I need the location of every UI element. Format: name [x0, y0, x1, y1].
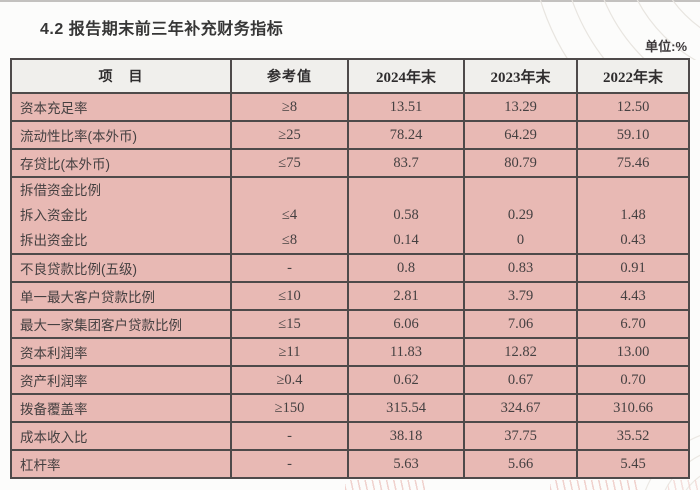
value-cell: ≤15 — [231, 310, 348, 338]
value-cell: 0.67 — [464, 366, 577, 394]
value-cell: 0.91 — [577, 254, 689, 282]
item-cell: 最大一家集团客户贷款比例 — [11, 310, 231, 338]
value-cell: 310.66 — [577, 394, 689, 422]
table-row: 不良贷款比例(五级) -0.8 0.83 0.91 — [11, 254, 689, 282]
value-cell: 80.79 — [464, 149, 577, 177]
col-header-reference: 参考值 — [231, 59, 348, 93]
value-cell: ≤75 — [231, 149, 348, 177]
table-row: 拨备覆盖率 ≥150 315.54 324.67 310.66 — [11, 394, 689, 422]
decorative-hatch-lines — [550, 480, 638, 490]
decorative-hatch-lines — [668, 480, 698, 490]
value-cell: 5.66 — [464, 450, 577, 478]
financial-indicators-table: 项 目 参考值 2024年末 2023年末 2022年末 资本充足率 ≥8 13.5… — [10, 58, 690, 479]
table-row: 流动性比率(本外币) ≥25 78.24 64.29 59.10 — [11, 121, 689, 149]
item-cell: 拆借资金比例 拆入资金比 拆出资金比 — [11, 177, 231, 254]
value-cell: 6.06 — [348, 310, 464, 338]
value-cell: ≤10 — [231, 282, 348, 310]
value-cell: 1.48 0.43 — [577, 177, 689, 254]
value-cell: ≤4 ≤8 — [231, 177, 348, 254]
table-row: 成本收入比 -38.18 37.75 35.52 — [11, 422, 689, 450]
value-cell: ≥25 — [231, 121, 348, 149]
value-cell: ≥150 — [231, 394, 348, 422]
item-cell: 资产利润率 — [11, 366, 231, 394]
value-cell: 13.51 — [348, 93, 464, 121]
item-cell: 资本充足率 — [11, 93, 231, 121]
top-divider — [0, 0, 700, 2]
table-header-row: 项 目 参考值 2024年末 2023年末 2022年末 — [11, 59, 689, 93]
value-cell: 59.10 — [577, 121, 689, 149]
value-cell: 12.50 — [577, 93, 689, 121]
value-cell: 0.29 0 — [464, 177, 577, 254]
value-cell: 324.67 — [464, 394, 577, 422]
item-cell: 不良贷款比例(五级) — [11, 254, 231, 282]
item-cell: 流动性比率(本外币) — [11, 121, 231, 149]
value-cell: 5.63 — [348, 450, 464, 478]
value-cell: 7.06 — [464, 310, 577, 338]
table-row: 资本利润率 ≥11 11.83 12.82 13.00 — [11, 338, 689, 366]
value-cell: 4.43 — [577, 282, 689, 310]
item-cell: 成本收入比 — [11, 422, 231, 450]
value-cell: - — [231, 450, 348, 478]
value-cell: 5.45 — [577, 450, 689, 478]
value-cell: 13.29 — [464, 93, 577, 121]
unit-label: 单位:% — [645, 39, 687, 54]
value-cell: 3.79 — [464, 282, 577, 310]
value-cell: 64.29 — [464, 121, 577, 149]
value-cell: ≥0.4 — [231, 366, 348, 394]
value-cell: - — [231, 422, 348, 450]
table-row: 单一最大客户贷款比例 ≤10 2.81 3.79 4.43 — [11, 282, 689, 310]
value-cell: 315.54 — [348, 394, 464, 422]
value-cell: 0.70 — [577, 366, 689, 394]
item-cell: 单一最大客户贷款比例 — [11, 282, 231, 310]
item-cell: 拨备覆盖率 — [11, 394, 231, 422]
value-cell: 75.46 — [577, 149, 689, 177]
value-cell: ≥11 — [231, 338, 348, 366]
value-cell: 12.82 — [464, 338, 577, 366]
value-cell: 0.8 — [348, 254, 464, 282]
value-cell: 0.83 — [464, 254, 577, 282]
item-cell: 杠杆率 — [11, 450, 231, 478]
value-cell: 2.81 — [348, 282, 464, 310]
col-header-item: 项 目 — [11, 59, 231, 93]
item-cell: 资本利润率 — [11, 338, 231, 366]
table-row: 资本充足率 ≥8 13.51 13.29 12.50 — [11, 93, 689, 121]
value-cell: 38.18 — [348, 422, 464, 450]
value-cell: 35.52 — [577, 422, 689, 450]
value-cell: - — [231, 254, 348, 282]
value-cell: 11.83 — [348, 338, 464, 366]
indicators-table: 项 目 参考值 2024年末 2023年末 2022年末 资本充足率 ≥8 13.5… — [11, 59, 689, 478]
table-row: 资产利润率 ≥0.4 0.62 0.67 0.70 — [11, 366, 689, 394]
decorative-hatch-lines — [345, 480, 425, 490]
value-cell: ≥8 — [231, 93, 348, 121]
col-header-2023: 2023年末 — [464, 59, 577, 93]
value-cell: 0.62 — [348, 366, 464, 394]
value-cell: 6.70 — [577, 310, 689, 338]
value-cell: 37.75 — [464, 422, 577, 450]
col-header-2024: 2024年末 — [348, 59, 464, 93]
table-row: 杠杆率 -5.63 5.66 5.45 — [11, 450, 689, 478]
table-body: 资本充足率 ≥8 13.51 13.29 12.50 流动性比率(本外币) ≥25 78.24… — [11, 93, 689, 478]
value-cell: 83.7 — [348, 149, 464, 177]
section-title: 4.2 报告期末前三年补充财务指标 — [40, 21, 284, 38]
value-cell: 78.24 — [348, 121, 464, 149]
value-cell: 13.00 — [577, 338, 689, 366]
table-row: 最大一家集团客户贷款比例 ≤15 6.06 7.06 6.70 — [11, 310, 689, 338]
col-header-2022: 2022年末 — [577, 59, 689, 93]
value-cell: 0.58 0.14 — [348, 177, 464, 254]
table-row: 存贷比(本外币) ≤75 83.7 80.79 75.46 — [11, 149, 689, 177]
item-cell: 存贷比(本外币) — [11, 149, 231, 177]
table-row: 拆借资金比例 拆入资金比 拆出资金比 ≤4 ≤8 0.58 0.14 0.29 0 1.4… — [11, 177, 689, 254]
